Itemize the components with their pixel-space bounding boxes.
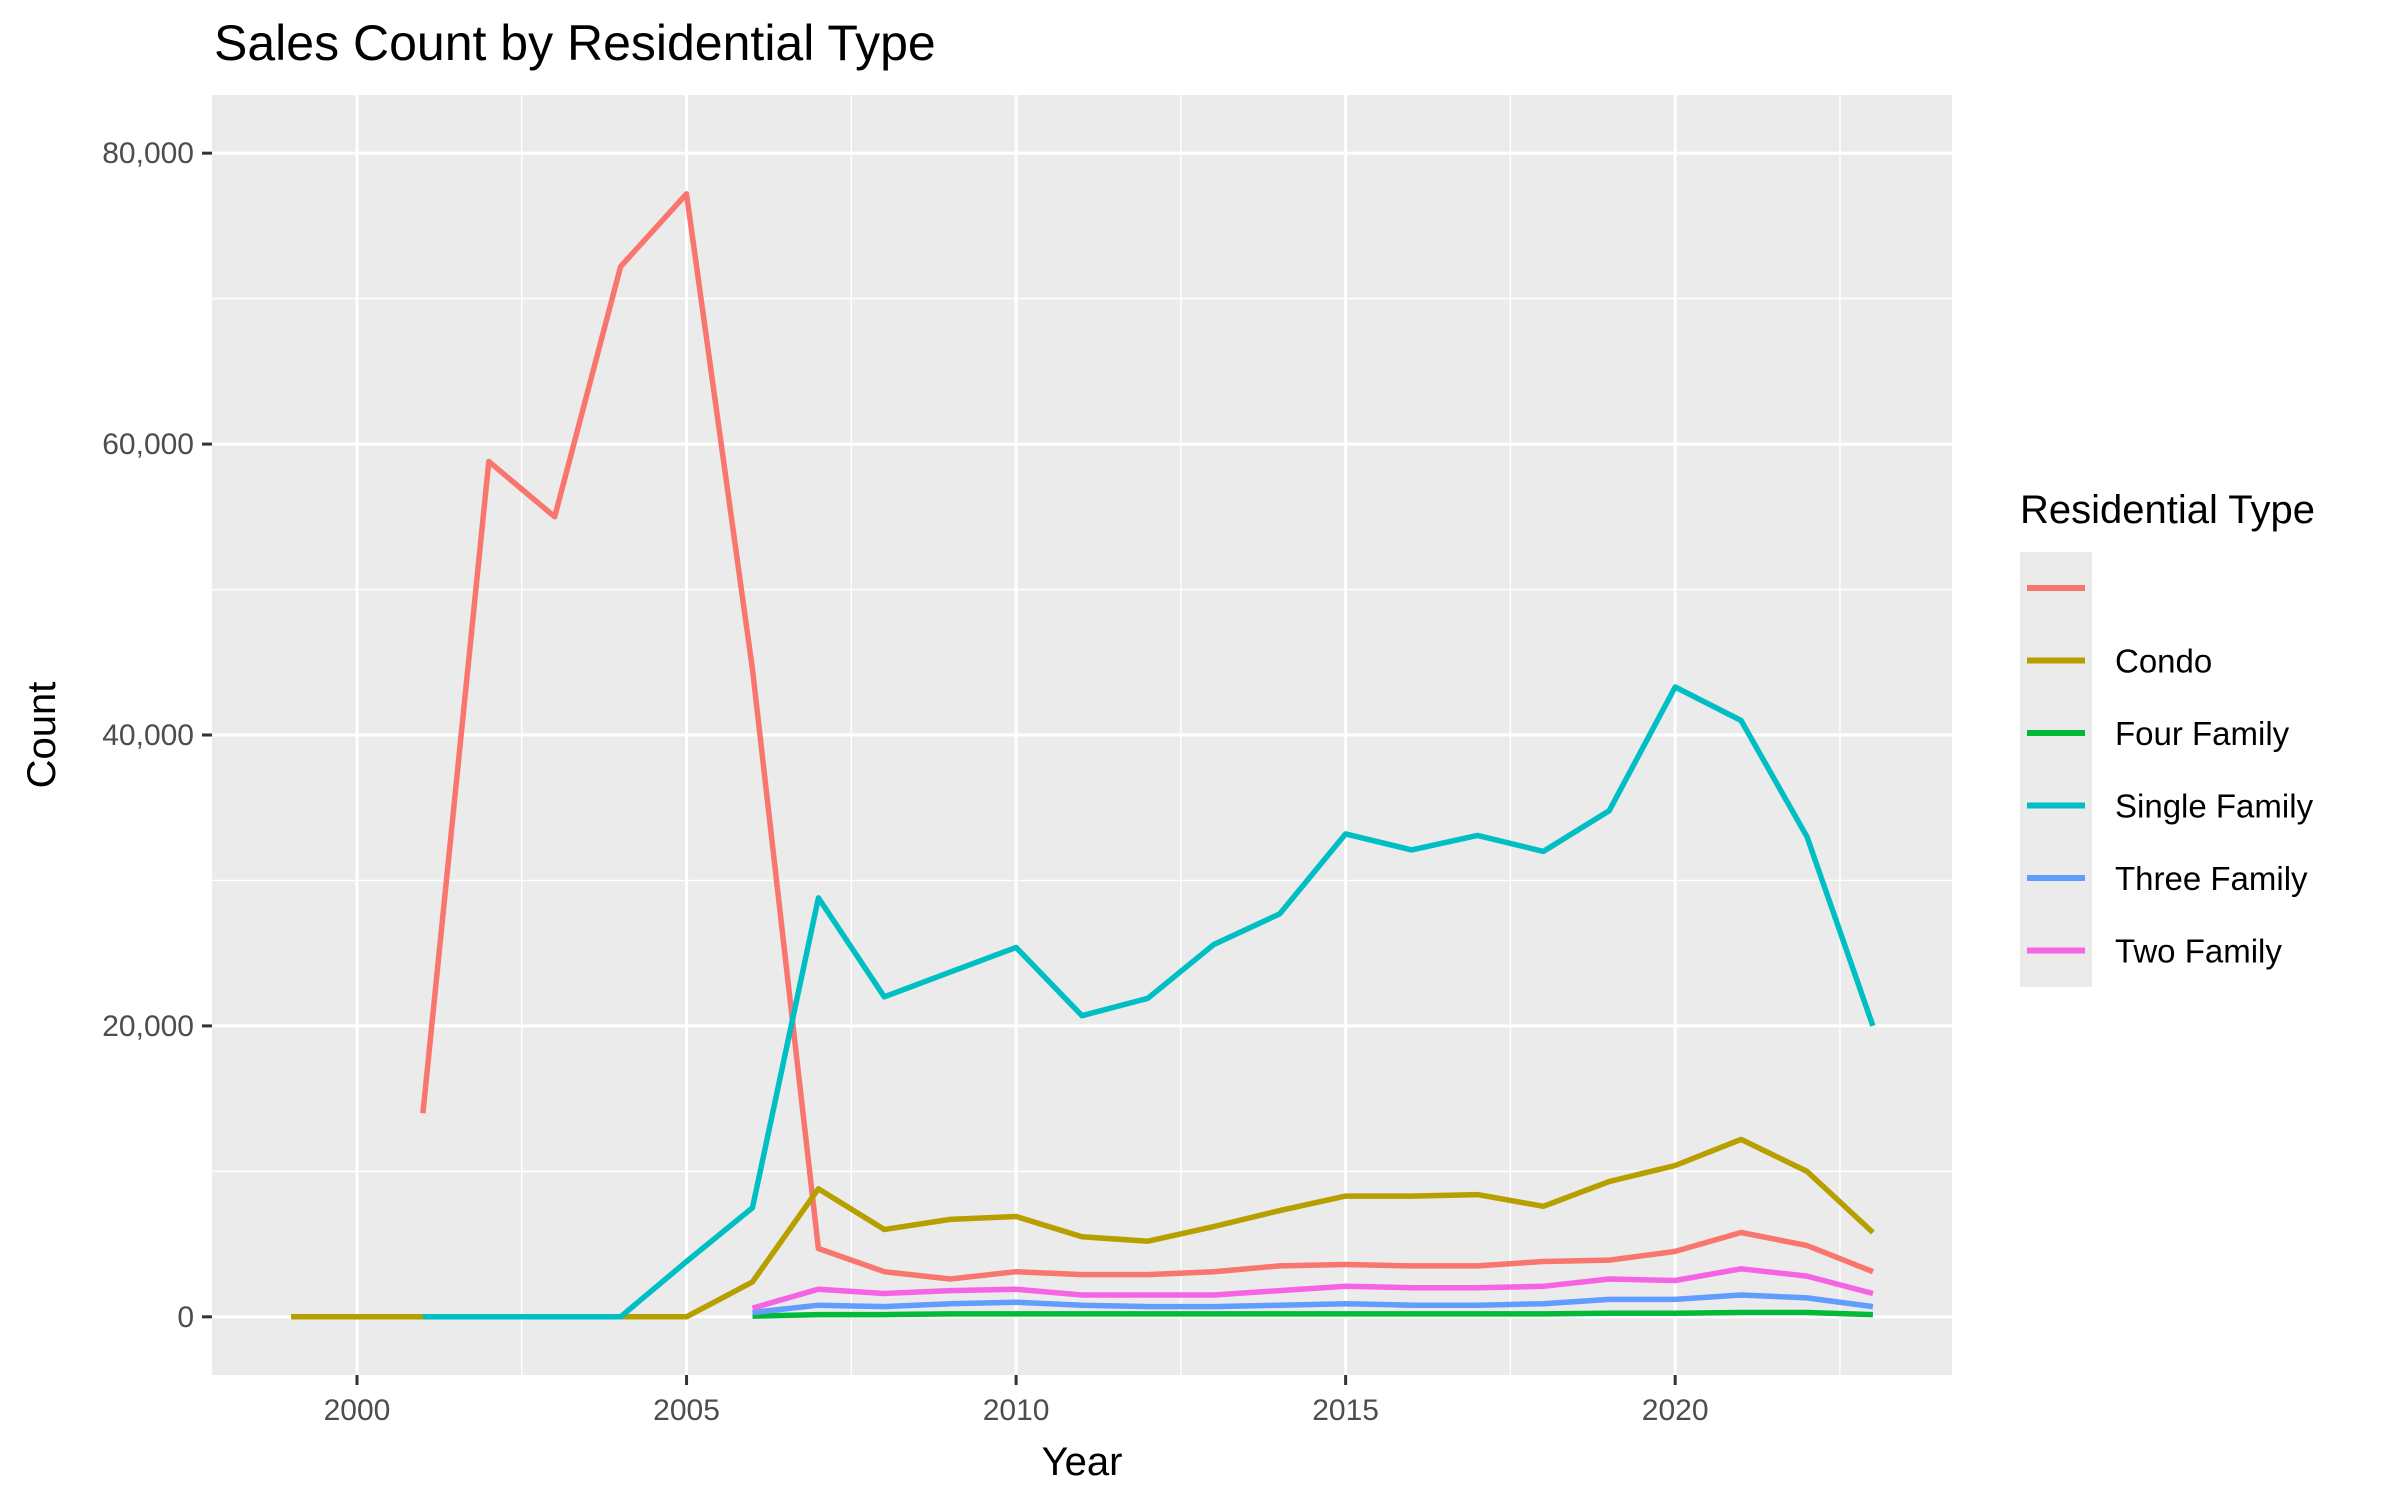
y-axis-title: Count: [20, 682, 64, 789]
y-axis: 0 20,000 40,000 60,000 80,000: [102, 137, 212, 1334]
series-line-blank: [420, 191, 1874, 1282]
grid-lines: [212, 95, 1952, 1375]
y-tick-label: 60,000: [102, 428, 194, 461]
x-axis: 2000 2005 2010 2015 2020: [324, 1375, 1709, 1427]
y-tick-label: 0: [177, 1301, 194, 1334]
legend-title: Residential Type: [2020, 488, 2315, 532]
series-lines: [291, 191, 1876, 1320]
legend-label: Condo: [2115, 643, 2212, 680]
legend-label: Three Family: [2115, 860, 2308, 897]
x-tick-label: 2010: [983, 1394, 1050, 1427]
y-tick-label: 20,000: [102, 1010, 194, 1043]
x-axis-title: Year: [1042, 1440, 1123, 1484]
x-tick-label: 2015: [1312, 1394, 1379, 1427]
series-line-two-family: [751, 1266, 1874, 1311]
legend-items: Condo Four Family Single Family Three Famil…: [2027, 585, 2314, 970]
series-line-four-family: [752, 1309, 1873, 1319]
legend-label: Four Family: [2115, 715, 2290, 752]
x-tick-label: 2005: [653, 1394, 720, 1427]
y-tick-label: 40,000: [102, 719, 194, 752]
chart-title: Sales Count by Residential Type: [214, 15, 936, 71]
legend-label: Two Family: [2115, 933, 2282, 970]
x-tick-label: 2000: [324, 1394, 391, 1427]
legend-label: Single Family: [2115, 788, 2314, 825]
y-tick-label: 80,000: [102, 137, 194, 170]
legend-key-background: [2020, 552, 2092, 987]
series-line-three-family: [752, 1292, 1874, 1316]
series-line-single-family: [422, 684, 1876, 1320]
x-tick-label: 2020: [1642, 1394, 1709, 1427]
legend: Residential Type Condo Four Family Single …: [2020, 488, 2315, 987]
